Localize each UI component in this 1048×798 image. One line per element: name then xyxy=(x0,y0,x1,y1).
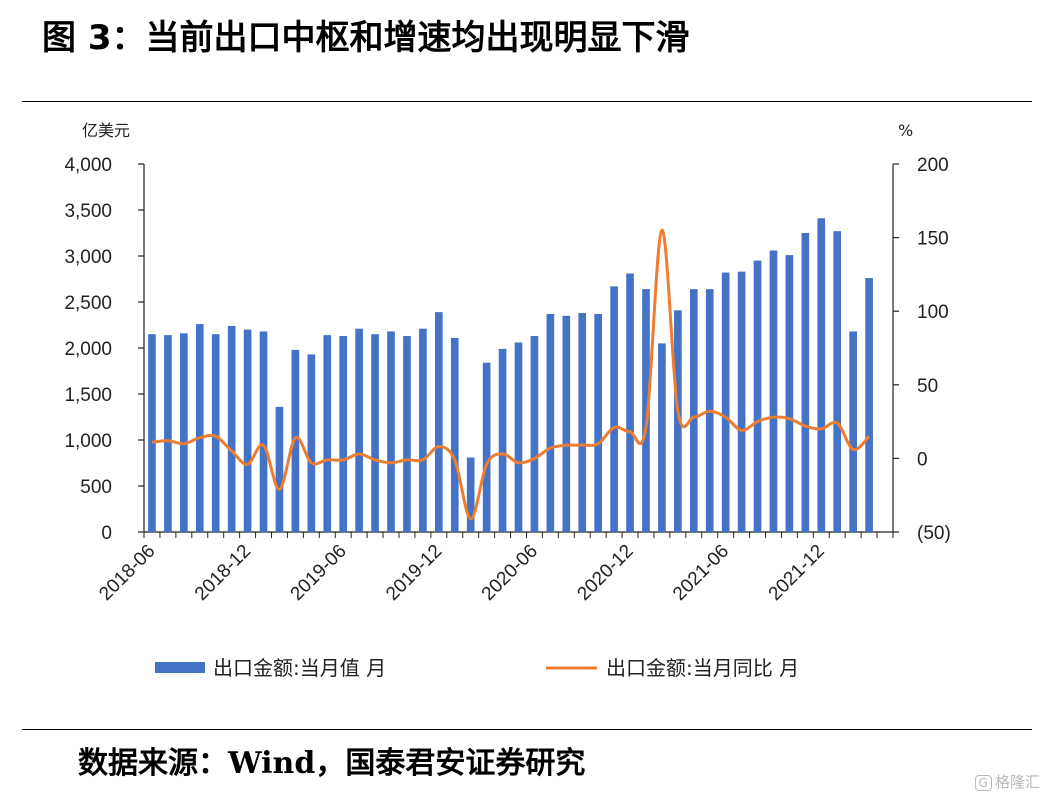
left-tick-label: 3,000 xyxy=(64,247,112,268)
bar-export-value xyxy=(243,329,252,532)
bar-export-value xyxy=(721,272,730,532)
bar-export-value xyxy=(195,324,204,532)
bar-export-value xyxy=(164,335,172,532)
top-rule xyxy=(22,101,1032,102)
figure-title: 图 3：当前出口中枢和增速均出现明显下滑 xyxy=(42,18,690,58)
bar-export-value xyxy=(498,348,507,532)
x-tick-label: 2020-06 xyxy=(478,541,542,605)
bar-export-value xyxy=(546,313,555,532)
bar-export-value xyxy=(530,336,539,532)
x-tick-label: 2018-12 xyxy=(191,541,255,605)
right-tick-label: 100 xyxy=(917,302,949,323)
watermark-logo-icon: G xyxy=(974,775,992,791)
bar-export-value xyxy=(180,333,188,532)
left-tick-label: 1,500 xyxy=(64,385,112,406)
bar-export-value xyxy=(419,328,427,532)
bar-export-value xyxy=(833,231,842,532)
bar-export-value xyxy=(275,406,284,532)
watermark: G 格隆汇 xyxy=(974,771,1040,792)
bar-export-value xyxy=(450,337,459,532)
x-tick-label: 2018-06 xyxy=(95,541,159,605)
bar-export-value xyxy=(227,325,236,532)
bar-export-value xyxy=(339,336,348,532)
bar-export-value xyxy=(801,233,810,532)
bar-export-value xyxy=(610,286,618,532)
right-tick-label: 150 xyxy=(917,229,949,250)
bar-export-value xyxy=(482,362,491,532)
bar-export-value xyxy=(578,313,587,532)
bar-export-value xyxy=(642,289,650,532)
line-export-yoy xyxy=(151,228,871,521)
bar-export-value xyxy=(323,335,332,532)
bar-export-value xyxy=(466,457,475,532)
bar-export-value xyxy=(307,354,316,532)
bar-export-value xyxy=(785,255,794,532)
bar-export-value xyxy=(514,342,523,532)
x-tick-label: 2020-12 xyxy=(573,541,637,605)
right-tick-label: (50) xyxy=(917,523,951,544)
x-tick-label: 2019-12 xyxy=(382,541,446,605)
bar-export-value xyxy=(769,250,778,533)
bar-export-value xyxy=(817,218,826,532)
bar-export-value xyxy=(434,312,443,532)
bar-export-value xyxy=(626,273,634,532)
left-tick-label: 1,000 xyxy=(64,431,112,452)
left-axis-unit: 亿美元 xyxy=(82,121,130,140)
left-tick-label: 2,500 xyxy=(64,293,112,314)
legend-label-bar: 出口金额:当月值 月 xyxy=(213,656,386,680)
bar-export-value xyxy=(291,349,300,532)
bar-export-value xyxy=(148,334,156,532)
right-tick-label: 50 xyxy=(917,376,938,397)
bar-export-value xyxy=(594,313,603,532)
x-tick-label: 2021-12 xyxy=(765,541,829,605)
left-tick-label: 4,000 xyxy=(64,155,112,176)
right-tick-label: 0 xyxy=(917,449,928,470)
legend-label-line: 出口金额:当月同比 月 xyxy=(606,656,799,680)
watermark-text: 格隆汇 xyxy=(994,773,1040,791)
bar-export-value xyxy=(371,334,379,532)
left-tick-label: 500 xyxy=(80,477,112,498)
x-tick-label: 2021-06 xyxy=(669,541,733,605)
bar-export-value xyxy=(355,328,363,532)
left-tick-label: 3,500 xyxy=(64,201,112,222)
bar-export-value xyxy=(387,331,395,532)
bar-export-value xyxy=(674,310,682,532)
bar-export-value xyxy=(865,278,873,532)
left-tick-label: 2,000 xyxy=(64,339,112,360)
bar-export-value xyxy=(658,343,666,532)
source-note: 数据来源：Wind，国泰君安证券研究 xyxy=(78,746,586,781)
bar-export-value xyxy=(689,289,698,532)
right-axis-unit: % xyxy=(898,121,913,140)
legend-swatch-bar xyxy=(155,662,205,673)
bar-export-value xyxy=(753,260,762,532)
bar-export-value xyxy=(259,331,268,532)
left-tick-label: 0 xyxy=(101,523,112,544)
right-tick-label: 200 xyxy=(917,155,949,176)
bar-export-value xyxy=(403,336,411,532)
bar-export-value xyxy=(211,334,220,532)
bar-export-value xyxy=(849,331,857,532)
bar-export-value xyxy=(562,315,571,532)
bottom-rule xyxy=(22,729,1032,730)
bar-export-value xyxy=(737,271,746,532)
x-tick-label: 2019-06 xyxy=(287,541,351,605)
